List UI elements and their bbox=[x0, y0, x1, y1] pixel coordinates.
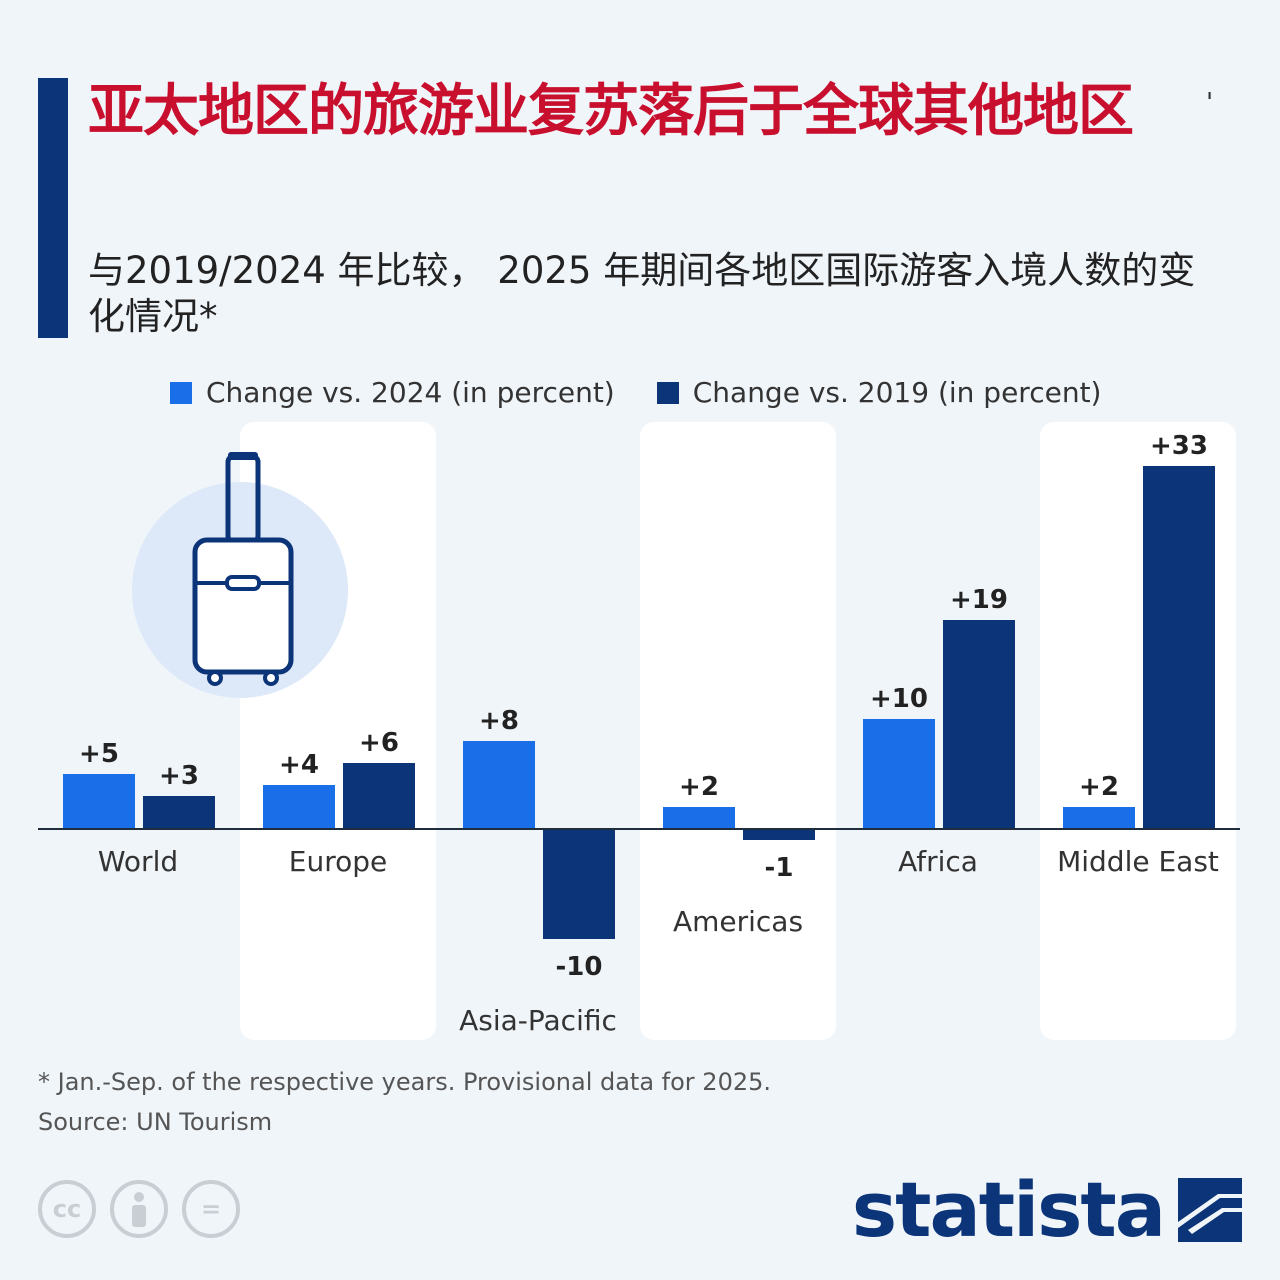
accent-bar bbox=[38, 78, 68, 338]
bar-asia-pacific-2024 bbox=[463, 741, 535, 829]
title-mark: ' bbox=[1206, 88, 1214, 118]
band-americas bbox=[640, 422, 836, 1040]
bar-africa-2024 bbox=[863, 719, 935, 829]
value-label-africa-2019: +19 bbox=[950, 585, 1008, 615]
value-label-asia-pacific-2019: -10 bbox=[556, 952, 603, 982]
attribution-icon bbox=[110, 1180, 168, 1238]
value-label-africa-2024: +10 bbox=[870, 684, 928, 714]
bar-asia-pacific-2019 bbox=[543, 829, 615, 939]
category-label-africa: Africa bbox=[898, 845, 978, 878]
license-icons: cc = bbox=[38, 1180, 240, 1238]
bar-africa-2019 bbox=[943, 620, 1015, 829]
value-label-world-2019: +3 bbox=[159, 761, 199, 791]
category-label-world: World bbox=[98, 845, 178, 878]
legend-label-2024: Change vs. 2024 (in percent) bbox=[206, 376, 615, 409]
brand: statista bbox=[852, 1170, 1242, 1250]
cc-icon: cc bbox=[38, 1180, 96, 1238]
source-note: Source: UN Tourism bbox=[38, 1108, 273, 1136]
bar-chart: +5 +3 World +4 +6 Europe +8 -10 Asia-Pacific +2 -1… bbox=[38, 422, 1240, 1040]
chart-subtitle: 与2019/2024 年比较， 2025 年期间各地区国际游客入境人数的变化情况… bbox=[88, 249, 1196, 338]
chart-title: 亚太地区的旅游业复苏落后于全球其他地区 bbox=[88, 79, 1134, 144]
suitcase-icon bbox=[132, 452, 348, 698]
legend-label-2019: Change vs. 2019 (in percent) bbox=[692, 376, 1102, 409]
legend-swatch-2024 bbox=[170, 381, 192, 404]
value-label-middle-east-2019: +33 bbox=[1150, 431, 1208, 461]
value-label-asia-pacific-2024: +8 bbox=[479, 706, 519, 736]
value-label-world-2024: +5 bbox=[79, 739, 119, 769]
bars bbox=[63, 466, 1215, 939]
category-label-americas: Americas bbox=[673, 905, 803, 938]
value-label-middle-east-2024: +2 bbox=[1079, 772, 1119, 802]
statista-logo-icon bbox=[1178, 1178, 1242, 1242]
no-derivatives-icon: = bbox=[182, 1180, 240, 1238]
labels: +5 +3 World +4 +6 Europe +8 -10 Asia-Pacific +2 -1… bbox=[79, 431, 1219, 1037]
value-label-europe-2019: +6 bbox=[359, 728, 399, 758]
legend-item-2024: Change vs. 2024 (in percent) bbox=[170, 376, 615, 409]
bar-americas-2019 bbox=[743, 829, 815, 840]
legend-item-2019: Change vs. 2019 (in percent) bbox=[656, 376, 1102, 409]
bar-world-2019 bbox=[143, 796, 215, 829]
category-bands bbox=[240, 422, 1236, 1040]
category-label-europe: Europe bbox=[289, 845, 387, 878]
legend-swatch-2019 bbox=[656, 381, 679, 404]
legend: Change vs. 2024 (in percent) Change vs. … bbox=[170, 376, 1101, 409]
bar-middle-east-2019 bbox=[1143, 466, 1215, 829]
category-label-asia-pacific: Asia-Pacific bbox=[459, 1004, 617, 1037]
brand-name: statista bbox=[851, 1165, 1166, 1254]
value-label-americas-2024: +2 bbox=[679, 772, 719, 802]
bar-world-2024 bbox=[63, 774, 135, 829]
bar-europe-2024 bbox=[263, 785, 335, 829]
footnote: * Jan.-Sep. of the respective years. Pro… bbox=[38, 1068, 772, 1096]
value-label-europe-2024: +4 bbox=[279, 750, 319, 780]
category-label-middle-east: Middle East bbox=[1057, 845, 1219, 878]
bar-middle-east-2024 bbox=[1063, 807, 1135, 829]
bar-europe-2019 bbox=[343, 763, 415, 829]
bar-americas-2024 bbox=[663, 807, 735, 829]
value-label-americas-2019: -1 bbox=[765, 853, 794, 883]
